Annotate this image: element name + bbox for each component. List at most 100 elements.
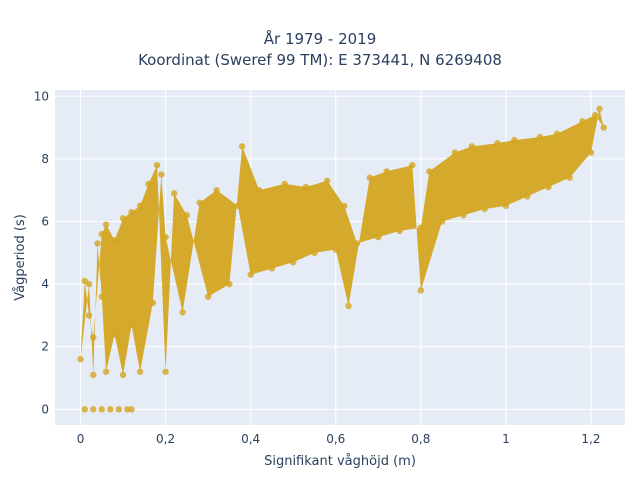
y-tick-labels: 0 2 4 6 8 10 bbox=[34, 89, 49, 416]
data-point bbox=[396, 227, 403, 235]
chart-title-line-2: Koordinat (Sweref 99 TM): E 373441, N 62… bbox=[138, 51, 502, 69]
data-point bbox=[311, 249, 318, 257]
data-point bbox=[102, 368, 110, 375]
data-point bbox=[170, 190, 178, 197]
data-point bbox=[502, 202, 510, 210]
data-point bbox=[468, 143, 476, 150]
data-point bbox=[196, 199, 203, 206]
data-point bbox=[94, 240, 101, 247]
data-point bbox=[153, 161, 161, 169]
data-point bbox=[107, 406, 114, 413]
data-point bbox=[341, 202, 348, 210]
data-point bbox=[162, 368, 169, 375]
data-point bbox=[226, 280, 233, 288]
data-point bbox=[136, 202, 144, 210]
x-axis-label: Signifikant våghöjd (m) bbox=[264, 454, 416, 469]
data-point bbox=[81, 406, 88, 413]
data-point bbox=[111, 331, 118, 338]
data-point bbox=[353, 240, 361, 247]
y-tick-label: 6 bbox=[41, 214, 49, 228]
y-tick-label: 10 bbox=[34, 89, 49, 103]
data-point bbox=[149, 299, 157, 307]
data-point bbox=[409, 161, 416, 169]
data-point bbox=[128, 208, 135, 216]
data-point bbox=[128, 406, 135, 413]
data-point bbox=[553, 130, 561, 138]
data-point bbox=[183, 212, 191, 219]
data-point bbox=[426, 168, 433, 175]
data-point bbox=[566, 174, 573, 181]
data-point bbox=[545, 183, 552, 191]
data-point bbox=[511, 136, 518, 144]
data-point bbox=[596, 105, 603, 112]
x-tick-label: 0,4 bbox=[241, 432, 260, 446]
data-point bbox=[345, 302, 352, 310]
data-point bbox=[481, 205, 488, 213]
data-point bbox=[460, 212, 467, 219]
y-tick-label: 8 bbox=[41, 152, 49, 166]
data-point bbox=[90, 334, 97, 341]
data-point bbox=[115, 406, 123, 413]
data-point bbox=[536, 133, 544, 141]
data-point bbox=[438, 218, 446, 225]
data-point bbox=[77, 356, 84, 363]
data-point bbox=[102, 221, 110, 228]
data-point bbox=[247, 271, 254, 278]
x-tick-labels: 0 0,2 0,4 0,6 0,8 1 1,2 bbox=[77, 432, 601, 446]
data-point bbox=[90, 371, 97, 379]
data-point bbox=[281, 180, 288, 188]
data-point bbox=[98, 293, 105, 300]
data-point bbox=[523, 193, 531, 200]
data-point bbox=[213, 186, 220, 194]
data-point bbox=[302, 183, 310, 191]
data-point bbox=[417, 224, 425, 231]
data-point bbox=[111, 237, 118, 244]
point-density-bands bbox=[80, 108, 604, 375]
y-axis-label: Vågperiod (s) bbox=[13, 214, 28, 301]
chart-title-line-1: År 1979 - 2019 bbox=[263, 30, 377, 48]
data-point bbox=[592, 111, 599, 119]
data-point bbox=[162, 233, 169, 241]
data-point bbox=[383, 168, 390, 175]
x-tick-label: 0,8 bbox=[411, 432, 430, 446]
x-tick-label: 1 bbox=[502, 432, 510, 446]
x-tick-label: 0 bbox=[77, 432, 85, 446]
data-point bbox=[85, 312, 93, 319]
data-point bbox=[90, 406, 97, 413]
data-point bbox=[494, 140, 501, 147]
data-point bbox=[255, 186, 263, 194]
x-tick-label: 1,2 bbox=[581, 432, 600, 446]
data-point bbox=[417, 287, 425, 294]
y-tick-label: 2 bbox=[41, 340, 49, 354]
data-point bbox=[119, 371, 127, 379]
data-point bbox=[238, 143, 246, 150]
x-tick-label: 0,2 bbox=[156, 432, 175, 446]
data-point bbox=[579, 118, 586, 125]
data-point bbox=[587, 149, 595, 156]
data-point bbox=[136, 368, 144, 375]
data-point bbox=[98, 406, 105, 413]
data-point bbox=[85, 280, 93, 288]
data-point bbox=[145, 180, 152, 188]
y-tick-label: 4 bbox=[41, 277, 49, 291]
data-point bbox=[268, 265, 276, 272]
data-point bbox=[119, 215, 127, 222]
data-point bbox=[128, 321, 135, 329]
data-point bbox=[98, 230, 105, 238]
data-point bbox=[324, 177, 331, 184]
data-points bbox=[77, 105, 607, 413]
x-tick-label: 0,6 bbox=[326, 432, 345, 446]
data-point bbox=[158, 171, 165, 178]
data-point bbox=[375, 233, 382, 241]
data-point bbox=[204, 293, 212, 300]
data-point bbox=[366, 174, 373, 181]
dense-point-cloud bbox=[80, 108, 604, 375]
data-point bbox=[290, 258, 297, 266]
data-point bbox=[332, 246, 339, 253]
data-point bbox=[451, 149, 459, 156]
data-point bbox=[179, 309, 186, 316]
data-point bbox=[234, 202, 242, 210]
data-point bbox=[600, 124, 607, 131]
y-tick-label: 0 bbox=[41, 402, 49, 416]
